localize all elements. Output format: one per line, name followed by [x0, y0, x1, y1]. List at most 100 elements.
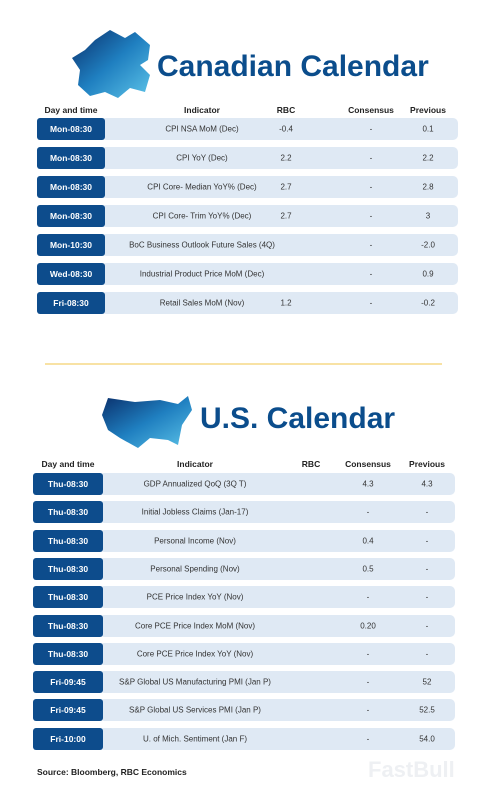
- watermark: FastBull: [368, 757, 455, 782]
- table-cell: Core PCE Price Index MoM (Nov): [134, 621, 256, 630]
- table-cell: 2.2: [280, 153, 292, 163]
- table-cell: 0.1: [422, 124, 434, 134]
- column-header: Day and time: [41, 459, 95, 469]
- row-bg: [101, 263, 458, 285]
- time-cell: Fri-10:00: [33, 727, 103, 750]
- column-header: Previous: [410, 105, 446, 115]
- table-cell: Retail Sales MoM (Nov): [159, 298, 245, 308]
- time-cell: Mon-08:30: [37, 147, 105, 169]
- table-cell: Personal Spending (Nov): [150, 564, 240, 574]
- row-bg: [99, 614, 455, 637]
- column-header: Indicator: [177, 459, 213, 469]
- row-bg: [99, 501, 455, 524]
- table-cell: Core PCE Price Index YoY (Nov): [136, 649, 254, 659]
- time-cell: Thu-08:30: [33, 586, 103, 609]
- row-bg: [99, 473, 455, 495]
- table-cell: 2.7: [280, 182, 292, 192]
- table-cell: -: [425, 507, 429, 517]
- table-cell: 2.2: [422, 153, 434, 163]
- table-cell: -0.4: [279, 124, 293, 134]
- time-cell: Mon-10:30: [37, 234, 105, 256]
- row-bg: [99, 671, 455, 694]
- table-cell: 4.3: [421, 479, 433, 489]
- row-bg: [99, 642, 455, 665]
- row-bg: [99, 557, 455, 580]
- column-header: RBC: [276, 105, 296, 115]
- table-cell: CPI Core- Trim YoY% (Dec): [152, 211, 252, 221]
- source: Source: Bloomberg, RBC Economics: [37, 767, 187, 777]
- table-cell: -: [366, 705, 370, 715]
- row-bg: [101, 118, 458, 140]
- column-header: Day and time: [44, 105, 98, 115]
- table-cell: 52.5: [419, 705, 435, 715]
- table-cell: 0.20: [360, 621, 376, 630]
- table-cell: -: [369, 269, 373, 279]
- table-cell: -: [425, 592, 429, 602]
- table-cell: -: [366, 649, 370, 659]
- table-cell: -: [425, 649, 429, 659]
- table-cell: 4.3: [362, 479, 374, 489]
- table-cell: 2.8: [422, 182, 434, 192]
- table-cell: 0.5: [362, 564, 374, 574]
- row-bg: [99, 699, 455, 722]
- row-bg: [99, 529, 455, 552]
- table-cell: -: [366, 677, 370, 687]
- table-cell: -: [425, 621, 429, 630]
- time-cell: Mon-08:30: [37, 118, 105, 140]
- row-bg: [101, 205, 458, 227]
- table-cell: U. of Mich. Sentiment (Jan F): [142, 734, 248, 744]
- table-cell: -2.0: [421, 240, 435, 250]
- time-cell: Fri-09:45: [33, 699, 103, 722]
- table-cell: 1.2: [280, 298, 292, 308]
- row-bg: [101, 147, 458, 169]
- time-cell: Thu-08:30: [33, 557, 103, 580]
- table-cell: -: [369, 298, 373, 308]
- table-cell: PCE Price Index YoY (Nov): [146, 592, 244, 602]
- table-cell: -: [369, 153, 373, 163]
- row-bg: [99, 727, 455, 750]
- time-cell: Fri-08:30: [37, 292, 105, 314]
- table-cell: BoC Business Outlook Future Sales (4Q): [129, 240, 275, 250]
- time-cell: Mon-08:30: [37, 176, 105, 198]
- table-cell: GDP Annualized QoQ (3Q T): [143, 479, 247, 489]
- column-header: Consensus: [348, 105, 394, 115]
- table-cell: CPI YoY (Dec): [176, 153, 228, 163]
- time-cell: Thu-08:30: [33, 642, 103, 665]
- time-cell: Thu-08:30: [33, 529, 103, 552]
- column-header: Previous: [409, 459, 445, 469]
- table-cell: 0.4: [362, 536, 374, 546]
- table-cell: 54.0: [419, 734, 435, 744]
- title: U.S. Calendar: [200, 402, 396, 435]
- us-map: [102, 396, 192, 448]
- table-cell: CPI Core- Median YoY% (Dec): [147, 182, 257, 192]
- table-cell: -: [366, 592, 370, 602]
- time-cell: Thu-08:30: [33, 501, 103, 524]
- row-bg: [101, 176, 458, 198]
- table-cell: 52: [422, 677, 432, 687]
- table-cell: -: [369, 211, 373, 221]
- time-cell: Wed-08:30: [37, 263, 105, 285]
- row-bg: [99, 586, 455, 609]
- table-cell: -: [366, 734, 370, 744]
- column-header: Consensus: [345, 459, 391, 469]
- table-cell: Industrial Product Price MoM (Dec): [139, 269, 265, 279]
- table-cell: Personal Income (Nov): [154, 536, 236, 546]
- table-cell: CPI NSA MoM (Dec): [165, 124, 239, 134]
- table-cell: 2.7: [280, 211, 292, 221]
- table-cell: 3: [425, 211, 431, 221]
- table-cell: Initial Jobless Claims (Jan-17): [141, 507, 249, 517]
- column-header: RBC: [301, 459, 321, 469]
- table-cell: -: [425, 536, 429, 546]
- time-cell: Mon-08:30: [37, 205, 105, 227]
- time-cell: Fri-09:45: [33, 671, 103, 694]
- table-cell: 0.9: [422, 269, 434, 279]
- row-bg: [101, 234, 458, 256]
- column-header: Indicator: [184, 105, 220, 115]
- table-cell: S&P Global US Services PMI (Jan P): [129, 705, 261, 715]
- table-cell: -: [369, 124, 373, 134]
- table-cell: -: [425, 564, 429, 574]
- time-cell: Thu-08:30: [33, 473, 103, 495]
- title: Canadian Calendar: [157, 50, 429, 83]
